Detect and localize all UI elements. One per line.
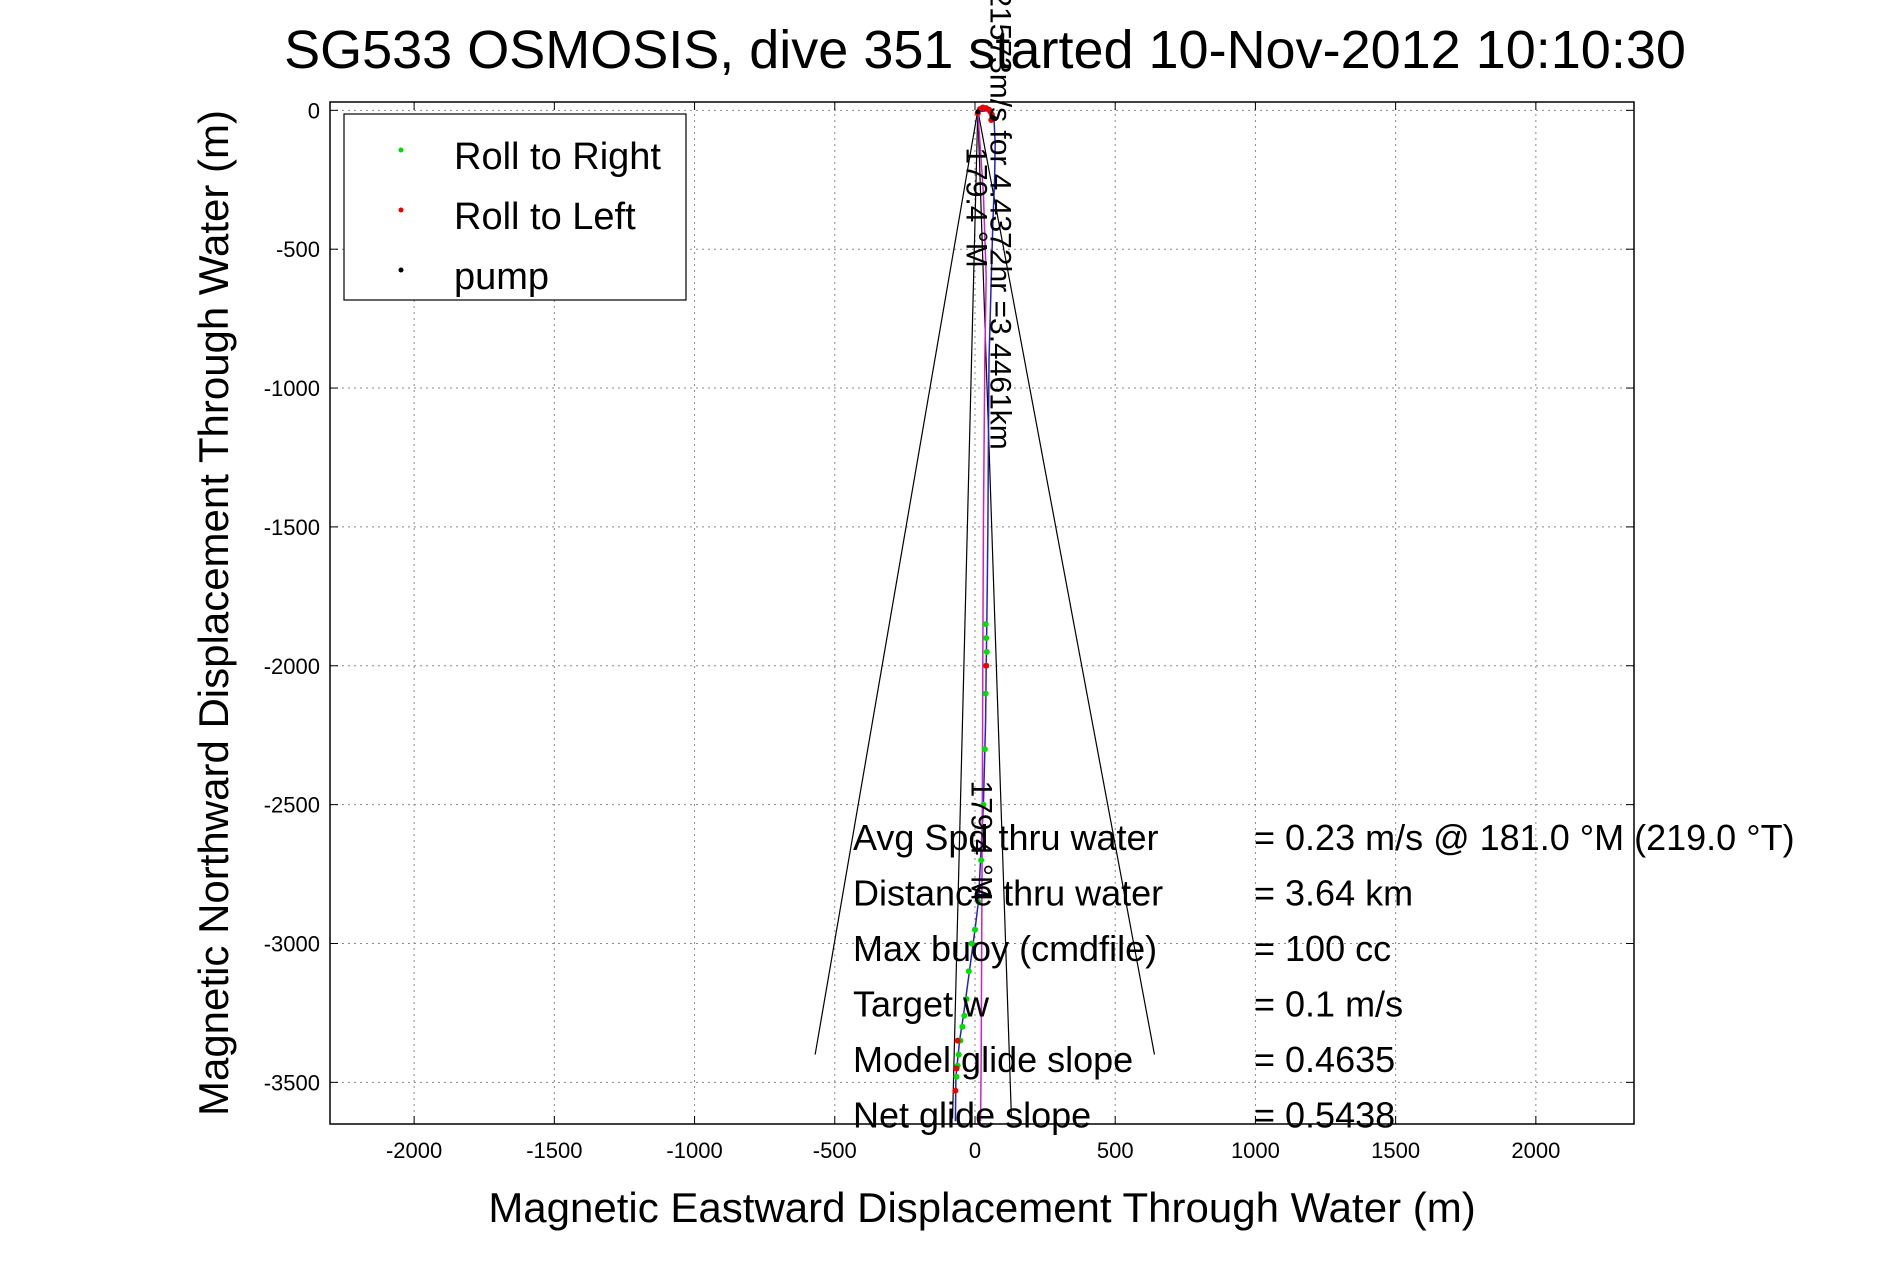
- track-series: [952, 104, 998, 1122]
- track-point: [953, 1065, 960, 1072]
- x-tick-label: 1500: [1371, 1138, 1420, 1163]
- track-point: [961, 1012, 968, 1019]
- y-tick-label: -2500: [264, 793, 320, 818]
- y-tick-label: -1000: [264, 376, 320, 401]
- track-point: [978, 857, 985, 864]
- stat-label: Target w: [853, 984, 990, 1025]
- y-tick-label: -500: [276, 237, 320, 262]
- track-line: [977, 111, 987, 1122]
- heading-wedge-line: [977, 110, 1156, 1055]
- chart-title: SG533 OSMOSIS, dive 351 started 10-Nov-2…: [284, 20, 1686, 80]
- y-tick-label: 0: [308, 98, 320, 123]
- track-point: [955, 1051, 962, 1058]
- x-tick-label: -1500: [526, 1138, 582, 1163]
- track-annotation: 179.4 °M: [960, 147, 993, 267]
- stat-value: = 0.23 m/s @ 181.0 °M (219.0 °T): [1254, 817, 1795, 858]
- stat-value: = 0.1 m/s: [1254, 984, 1403, 1025]
- stat-label: Max buoy (cmdfile): [853, 928, 1157, 969]
- track-point: [975, 109, 981, 115]
- track-point: [992, 116, 998, 122]
- legend-label: Roll to Right: [454, 136, 661, 178]
- x-tick-label: -2000: [386, 1138, 442, 1163]
- y-axis-label: Magnetic Northward Displacement Through …: [190, 110, 237, 1116]
- track-annotation: 179.4 °M: [965, 781, 998, 901]
- stat-value: = 0.4635: [1254, 1039, 1395, 1080]
- track-point: [983, 648, 990, 655]
- x-tick-label: 500: [1097, 1138, 1134, 1163]
- stat-label: Net glide slope: [853, 1095, 1091, 1136]
- legend-marker: [398, 267, 404, 273]
- stat-value: = 3.64 km: [1254, 873, 1413, 914]
- track-point: [983, 634, 990, 641]
- track-point: [982, 690, 989, 697]
- legend-label: pump: [454, 256, 549, 298]
- track-point: [959, 1023, 966, 1030]
- legend-label: Roll to Left: [454, 196, 636, 238]
- track-point: [952, 1087, 959, 1094]
- heading-wedges: [814, 110, 1156, 1119]
- stat-label: Avg Spd thru water: [853, 817, 1159, 858]
- track-annotations: 179.4 °M0.21573m/s for 4.4372hr =3.4461k…: [960, 0, 1017, 901]
- y-tick-label: -1500: [264, 515, 320, 540]
- track-point: [983, 662, 990, 669]
- plot-frame: [329, 101, 1635, 1125]
- x-tick-label: -1000: [666, 1138, 722, 1163]
- track-point: [953, 1073, 960, 1080]
- track-point: [965, 968, 972, 975]
- y-axis-ticks: 0 -500 -1000 -1500 -2000 -2500 -3000 -3500: [264, 98, 1634, 1095]
- x-tick-label: 1000: [1231, 1138, 1280, 1163]
- track-point: [981, 746, 988, 753]
- x-tick-label: 2000: [1511, 1138, 1560, 1163]
- stat-label: Distance thru water: [853, 873, 1163, 914]
- x-tick-label: 0: [969, 1138, 981, 1163]
- track-point: [971, 926, 978, 933]
- stat-value: = 0.5438: [1254, 1095, 1395, 1136]
- y-tick-label: -3500: [264, 1070, 320, 1095]
- dive-stats: Avg Spd thru water = 0.23 m/s @ 181.0 °M …: [853, 817, 1795, 1136]
- heading-wedge-line: [977, 110, 1013, 1119]
- track-point: [954, 1037, 961, 1044]
- x-axis-ticks: -2000 -1500 -1000 -500 0 500 1000 1500 2000: [386, 102, 1560, 1163]
- track-point: [980, 801, 987, 808]
- legend: Roll to Right Roll to Left pump: [343, 113, 687, 301]
- y-tick-label: -3000: [264, 931, 320, 956]
- stat-value: = 100 cc: [1254, 928, 1391, 969]
- track-point: [963, 996, 970, 1003]
- stat-label: Model glide slope: [853, 1039, 1133, 1080]
- x-tick-label: -500: [813, 1138, 857, 1163]
- track-point: [975, 898, 982, 905]
- legend-marker: [398, 147, 404, 153]
- legend-entries: Roll to Right Roll to Left pump: [398, 136, 661, 298]
- track-point: [968, 940, 975, 947]
- y-tick-label: -2000: [264, 654, 320, 679]
- x-axis-label: Magnetic Eastward Displacement Through W…: [488, 1184, 1475, 1231]
- heading-wedge-line: [814, 110, 979, 1055]
- heading-wedge-line: [951, 110, 979, 1119]
- track-annotation: 0.21573m/s for 4.4372hr =3.4461km: [983, 0, 1016, 450]
- legend-marker: [398, 207, 404, 213]
- track-point: [982, 621, 989, 628]
